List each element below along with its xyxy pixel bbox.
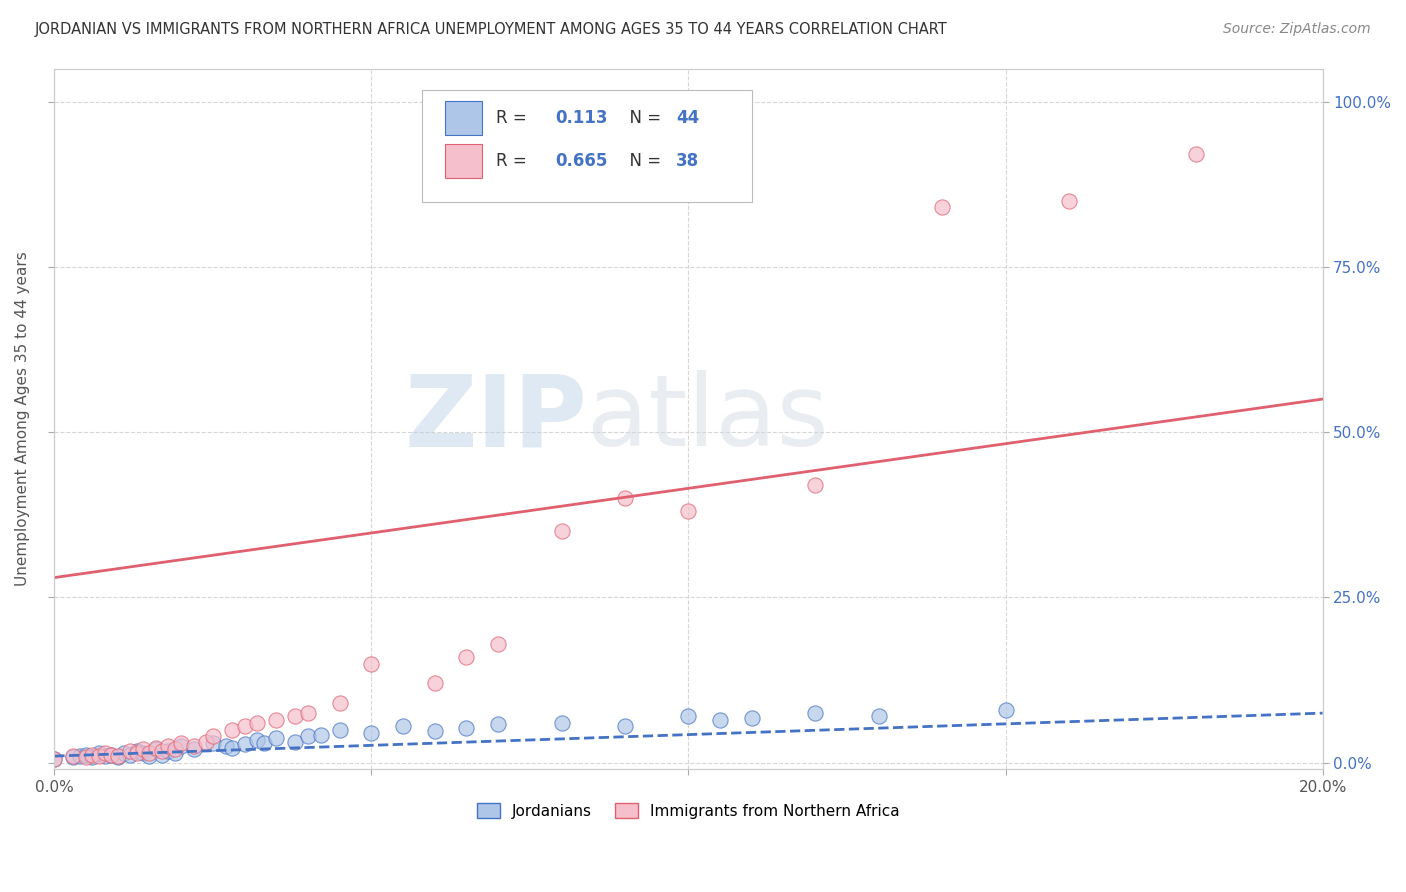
Point — [75, 750, 97, 764]
Point — [309, 728, 332, 742]
Point — [87, 749, 110, 764]
Point — [804, 478, 827, 492]
Text: atlas: atlas — [586, 370, 828, 467]
Legend: Jordanians, Immigrants from Northern Africa: Jordanians, Immigrants from Northern Afr… — [471, 797, 905, 825]
Point — [614, 491, 637, 506]
Point — [138, 749, 160, 764]
Point — [550, 716, 572, 731]
Point — [486, 717, 509, 731]
Point — [994, 703, 1017, 717]
Point — [678, 504, 700, 518]
Point — [329, 696, 352, 710]
Point — [112, 746, 135, 760]
Point — [1057, 194, 1080, 208]
Point — [125, 746, 148, 760]
Point — [132, 746, 155, 760]
Point — [709, 713, 731, 727]
Point — [82, 750, 104, 764]
Point — [297, 729, 319, 743]
Point — [456, 649, 478, 664]
Text: 0.113: 0.113 — [555, 109, 607, 127]
Y-axis label: Unemployment Among Ages 35 to 44 years: Unemployment Among Ages 35 to 44 years — [15, 252, 30, 586]
Point — [100, 747, 122, 762]
Point — [87, 746, 110, 760]
Point — [246, 732, 269, 747]
Point — [150, 747, 173, 762]
Point — [107, 750, 129, 764]
Point — [423, 723, 446, 738]
Point — [201, 736, 224, 750]
Point — [233, 737, 256, 751]
Point — [360, 657, 382, 671]
Point — [360, 726, 382, 740]
Point — [423, 676, 446, 690]
Point — [804, 706, 827, 720]
Point — [170, 736, 193, 750]
Point — [329, 723, 352, 737]
FancyBboxPatch shape — [444, 101, 482, 136]
Point — [100, 747, 122, 762]
Text: N =: N = — [619, 153, 666, 170]
Point — [614, 719, 637, 733]
Point — [44, 752, 66, 766]
Point — [456, 721, 478, 735]
Point — [94, 746, 117, 760]
Point — [284, 709, 307, 723]
Point — [145, 742, 167, 756]
Point — [195, 734, 218, 748]
Point — [1184, 147, 1206, 161]
Point — [233, 719, 256, 733]
Point — [75, 747, 97, 762]
Point — [170, 739, 193, 754]
Point — [145, 741, 167, 756]
Point — [183, 739, 205, 754]
Point — [163, 746, 186, 760]
Point — [183, 742, 205, 756]
Point — [252, 736, 274, 750]
Point — [678, 709, 700, 723]
Point — [44, 752, 66, 766]
Point — [550, 524, 572, 539]
Point — [163, 742, 186, 756]
Point — [138, 746, 160, 760]
Point — [264, 731, 287, 745]
Text: ZIP: ZIP — [404, 370, 586, 467]
Text: JORDANIAN VS IMMIGRANTS FROM NORTHERN AFRICA UNEMPLOYMENT AMONG AGES 35 TO 44 YE: JORDANIAN VS IMMIGRANTS FROM NORTHERN AF… — [35, 22, 948, 37]
FancyBboxPatch shape — [444, 145, 482, 178]
Point — [392, 719, 415, 733]
Point — [486, 637, 509, 651]
Point — [157, 744, 180, 758]
Point — [157, 739, 180, 754]
Point — [132, 742, 155, 756]
Text: 0.665: 0.665 — [555, 153, 607, 170]
Text: Source: ZipAtlas.com: Source: ZipAtlas.com — [1223, 22, 1371, 37]
Text: R =: R = — [496, 153, 531, 170]
Point — [221, 741, 243, 756]
Point — [62, 749, 84, 764]
Point — [150, 744, 173, 758]
Point — [120, 744, 142, 758]
Point — [201, 729, 224, 743]
Point — [297, 706, 319, 720]
FancyBboxPatch shape — [422, 89, 752, 202]
Text: 38: 38 — [676, 153, 699, 170]
Point — [94, 749, 117, 764]
Point — [125, 744, 148, 758]
Text: R =: R = — [496, 109, 531, 127]
Point — [69, 749, 91, 764]
Point — [62, 750, 84, 764]
Point — [214, 739, 236, 754]
Point — [246, 716, 269, 731]
Point — [284, 734, 307, 748]
Point — [107, 749, 129, 764]
Text: 44: 44 — [676, 109, 699, 127]
Text: N =: N = — [619, 109, 666, 127]
Point — [931, 200, 953, 214]
Point — [868, 709, 890, 723]
Point — [120, 747, 142, 762]
Point — [264, 713, 287, 727]
Point — [741, 711, 763, 725]
Point — [221, 723, 243, 737]
Point — [82, 747, 104, 762]
